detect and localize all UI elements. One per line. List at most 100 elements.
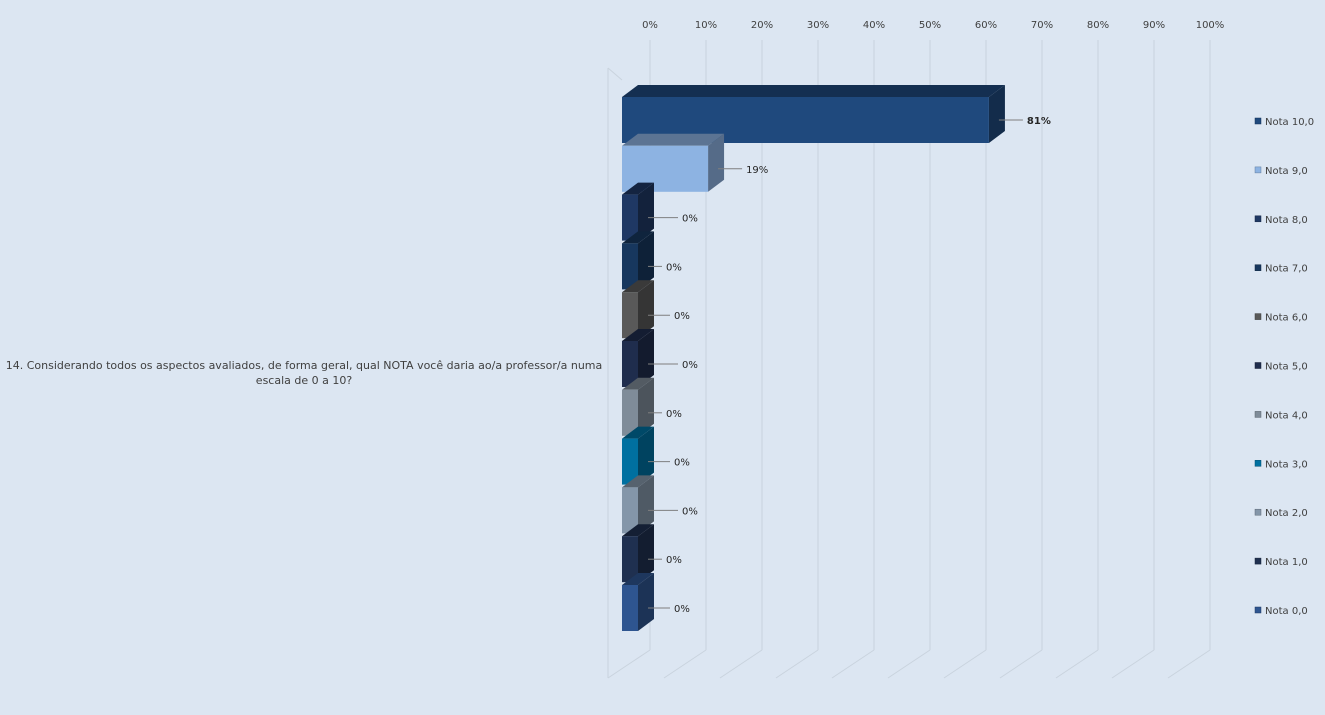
bar-top-face: [622, 329, 654, 341]
bar-top-face: [622, 133, 725, 146]
legend-label: Nota 4,0: [1265, 410, 1308, 421]
bar-nota-4-0: [622, 377, 654, 436]
bar-side-face: [638, 475, 654, 534]
x-tick-label: 0%: [642, 20, 658, 31]
bar-top-face: [622, 475, 654, 488]
legend-swatch: [1254, 557, 1262, 565]
data-labels: 81% 19% 0% 0% 0% 0% 0% 0% 0% 0% 0%: [648, 116, 1051, 615]
bar-side-face: [708, 133, 725, 192]
bar-top-face: [622, 426, 654, 439]
bar-side-face: [988, 85, 1005, 143]
data-label: 0%: [682, 214, 698, 225]
floor-gridline: [831, 649, 875, 679]
legend-label: Nota 6,0: [1265, 313, 1308, 324]
bar-nota-1-0: [622, 524, 654, 583]
data-label: 0%: [674, 458, 690, 469]
bar-front-face: [622, 292, 638, 339]
legend-swatch: [1254, 460, 1262, 467]
data-label: 0%: [682, 360, 698, 371]
legend-label: Nota 1,0: [1265, 557, 1308, 568]
legend: Nota 10,0 Nota 9,0 Nota 8,0 Nota 7,0 Nota 6,…: [1254, 117, 1314, 617]
bar-side-face: [638, 524, 654, 583]
bar-nota-3-0: [622, 426, 654, 485]
floor-gridline: [943, 649, 987, 679]
data-label: 0%: [674, 604, 690, 615]
x-tick-label: 50%: [919, 20, 941, 31]
data-label: 0%: [666, 555, 682, 566]
floor-gridline: [1167, 649, 1211, 679]
bar-front-face: [622, 243, 638, 290]
bar-top-face: [622, 231, 654, 244]
bar-front-face: [622, 438, 638, 485]
floor-gridline: [775, 649, 819, 679]
x-tick-label: 70%: [1031, 20, 1053, 31]
x-tick-label: 30%: [807, 20, 829, 31]
bar-nota-5-0: [622, 329, 654, 387]
data-label: 81%: [1027, 116, 1051, 127]
x-axis-ticks: 0% 10% 20% 30% 40% 50% 60% 70% 80% 90% 100%: [642, 20, 1224, 31]
bar-top-face: [622, 573, 654, 585]
legend-swatch: [1254, 411, 1262, 418]
floor-gridline: [1111, 649, 1155, 679]
floor-gridline: [887, 649, 931, 679]
x-tick-label: 60%: [975, 20, 997, 31]
legend-label: Nota 2,0: [1265, 508, 1308, 519]
data-label: 0%: [682, 506, 698, 517]
legend-label: Nota 8,0: [1265, 215, 1308, 226]
x-tick-label: 20%: [751, 20, 773, 31]
legend-label: Nota 10,0: [1265, 117, 1314, 128]
bar-nota-7-0: [622, 231, 654, 290]
bar-side-face: [638, 426, 654, 485]
legend-swatch: [1254, 215, 1262, 223]
legend-swatch: [1254, 508, 1262, 516]
bar-front-face: [622, 194, 638, 241]
legend-label: Nota 3,0: [1265, 459, 1308, 470]
bar-top-face: [622, 182, 654, 195]
bar-top-face: [622, 280, 654, 293]
bar-front-face: [622, 536, 638, 583]
legend-label: Nota 7,0: [1265, 264, 1308, 275]
data-label: 0%: [666, 262, 682, 273]
data-label: 19%: [746, 165, 768, 176]
bar-nota-6-0: [622, 280, 654, 339]
bar-nota-8-0: [622, 182, 654, 241]
bar-side-face: [638, 329, 654, 387]
bar-nota-2-0: [622, 475, 654, 534]
bar-front-face: [622, 585, 638, 631]
legend-swatch: [1254, 264, 1262, 271]
legend-label: Nota 9,0: [1265, 166, 1308, 177]
bar-front-face: [622, 389, 638, 436]
bar-front-face: [622, 341, 638, 387]
bar-nota-0-0: [622, 573, 654, 631]
bar-side-face: [638, 231, 654, 290]
x-tick-label: 100%: [1196, 20, 1225, 31]
floor-gridline: [607, 649, 651, 679]
x-tick-label: 40%: [863, 20, 885, 31]
legend-swatch: [1254, 362, 1262, 369]
legend-swatch: [1254, 166, 1262, 174]
bars: [622, 85, 1005, 631]
legend-swatch: [1254, 117, 1262, 125]
legend-label: Nota 5,0: [1265, 362, 1308, 373]
bar-nota-9-0: [622, 133, 725, 192]
x-tick-label: 90%: [1143, 20, 1165, 31]
side-wall-edge: [607, 67, 623, 81]
data-label: 0%: [666, 409, 682, 420]
floor-gridline: [663, 649, 707, 679]
floor-gridline: [999, 649, 1043, 679]
x-tick-label: 10%: [695, 20, 717, 31]
x-tick-label: 80%: [1087, 20, 1109, 31]
bar-side-face: [638, 377, 654, 436]
legend-swatch: [1254, 313, 1262, 320]
data-label: 0%: [674, 311, 690, 322]
bar-side-face: [638, 573, 654, 631]
bar-front-face: [622, 487, 638, 534]
floor-gridline: [719, 649, 763, 679]
bar-front-face: [622, 145, 709, 192]
floor-gridline: [1055, 649, 1099, 679]
bar-top-face: [622, 524, 654, 537]
legend-label: Nota 0,0: [1265, 606, 1308, 617]
legend-swatch: [1254, 606, 1262, 614]
